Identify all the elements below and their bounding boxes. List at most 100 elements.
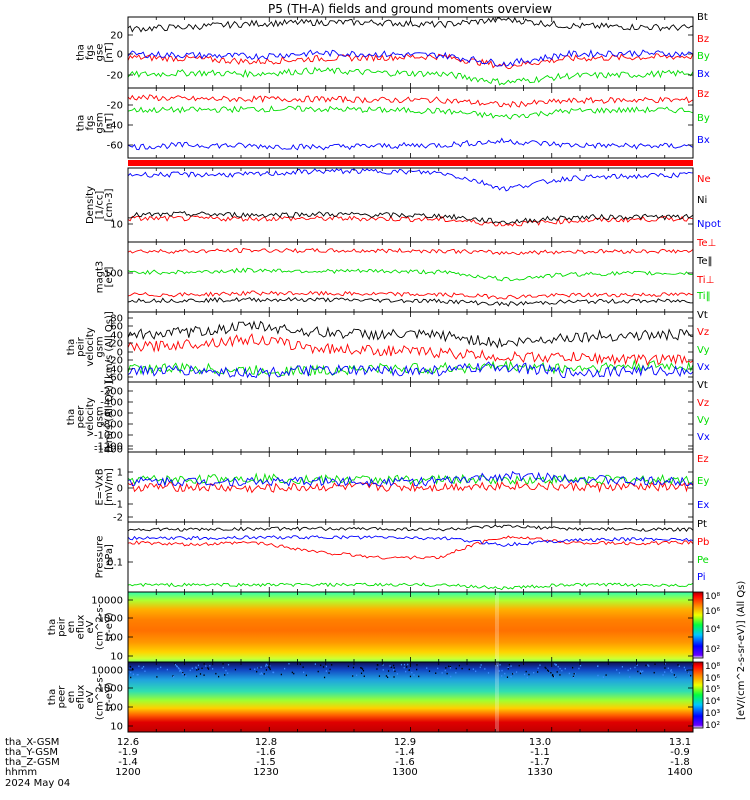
- cbar-elec-label-4: 10³: [705, 709, 720, 719]
- ytick-peir_velocity-6: -40: [107, 365, 123, 376]
- xtick-t-0: 1200: [115, 767, 140, 778]
- ytick-fgs_gsm-0: -20: [107, 101, 123, 112]
- spectrogram-noise: [385, 675, 387, 677]
- cbar-elec-label-0: 10⁸: [705, 662, 720, 672]
- spectrogram-noise: [362, 668, 364, 670]
- ylabel-peer_eflux-5: (cm^2-s-: [95, 673, 106, 720]
- ytick-peir_eflux-0: 10000: [91, 596, 123, 607]
- spectrogram-noise: [413, 674, 415, 676]
- ytick-peer_eflux-2: 100: [104, 703, 123, 714]
- spectrogram-noise: [201, 667, 203, 670]
- spectrogram-noise: [382, 669, 384, 671]
- legend-temperature-3: Ti‖: [696, 291, 711, 302]
- ytick-efield-3: -2: [113, 513, 123, 524]
- spectrogram-noise: [510, 676, 512, 678]
- ylabel-peir_eflux-4: eV: [85, 620, 96, 633]
- ylabel-peer_velocity-4: [km/s (All Qs)]: [104, 381, 115, 453]
- spectrogram-noise: [261, 673, 263, 675]
- legend-pressure-3: Pi: [697, 572, 706, 583]
- spectrogram-noise: [407, 663, 409, 666]
- spectrogram-noise: [176, 665, 178, 667]
- legend-efield-2: Ex: [697, 500, 709, 511]
- spectrogram-noise: [597, 674, 599, 677]
- spectrogram-noise: [578, 667, 580, 670]
- legend-efield-1: Ey: [697, 476, 709, 487]
- spectrogram-noise: [572, 676, 575, 679]
- spectrogram-noise: [418, 675, 420, 678]
- spectrogram-noise: [597, 665, 599, 667]
- xtick-y-3: -1.1: [530, 747, 550, 758]
- spectrogram-noise: [499, 664, 501, 666]
- spectrogram-noise: [185, 675, 187, 677]
- spectrogram-noise: [664, 663, 666, 665]
- spectrogram-noise: [138, 665, 140, 668]
- spectrogram-noise: [396, 673, 398, 675]
- legend-peir_velocity-0: Vt: [697, 310, 708, 321]
- panel-frame-peir_velocity: [127, 311, 694, 383]
- series-density-Ni: [127, 210, 694, 225]
- spectrogram-noise: [518, 664, 520, 667]
- spectrogram-noise: [555, 664, 557, 666]
- spectrogram-noise: [528, 673, 530, 676]
- spectrogram-noise: [390, 666, 392, 669]
- spectrogram-noise: [176, 665, 178, 668]
- legend-layer: Bt Bz By Bx Bz By Bx Ne Ni Npot Te⊥ Te‖ Ti⊥ Ti‖ Vt Vz Vy…: [696, 12, 721, 583]
- ylabel-fgs_gse-3: [nT]: [104, 42, 115, 62]
- legend-fgs_gsm-1: By: [697, 113, 710, 124]
- spectrogram-noise: [195, 675, 198, 678]
- spectrogram-noise: [227, 663, 230, 666]
- ylabel-peer_velocity-2: velocity: [85, 397, 96, 436]
- spectrogram-noise: [361, 667, 363, 669]
- ytick-peir_velocity-1: 60: [110, 322, 123, 333]
- spectrogram-noise: [445, 667, 447, 669]
- legend-fgs_gse-2: By: [697, 51, 710, 62]
- ytick-fgs_gsm-2: -60: [107, 141, 123, 152]
- spectrogram-noise: [207, 668, 210, 670]
- spectrogram-noise: [550, 671, 552, 674]
- spectrogram-noise: [203, 663, 205, 665]
- spectrogram-noise: [461, 667, 463, 670]
- spectrogram-noise: [256, 670, 258, 673]
- spectrogram-noise: [393, 669, 395, 671]
- spectrogram-noise: [444, 669, 446, 672]
- xtick-t-3: 1330: [527, 767, 552, 778]
- spectrogram-noise: [174, 663, 176, 665]
- spectrogram-noise: [400, 663, 403, 666]
- spectrogram-noise: [554, 663, 556, 665]
- ytick-efield-2: -1: [113, 500, 123, 511]
- ytick-peir_velocity-0: 80: [110, 314, 123, 325]
- ytick-peir_velocity-3: 20: [110, 339, 123, 350]
- spectrogram-noise: [215, 672, 217, 675]
- electron-eflux-spectrogram: [128, 662, 693, 732]
- ytick-peer_velocity-0: -200: [100, 387, 123, 398]
- spectrogram-noise: [684, 669, 687, 671]
- ylabel-efield-1: [mV/m]: [104, 468, 115, 506]
- ytick-peir_eflux-1: 1000: [98, 614, 123, 625]
- x-row-label-y: tha_Y-GSM: [5, 747, 58, 758]
- spectrogram-noise: [347, 665, 349, 668]
- spectrogram-noise: [320, 664, 322, 666]
- spectrogram-noise: [544, 666, 546, 669]
- legend-peir_velocity-2: Vy: [697, 345, 710, 356]
- spectrogram-noise: [178, 667, 180, 670]
- spectrogram-noise: [449, 666, 451, 668]
- spectrogram-noise: [284, 667, 286, 670]
- ytick-peir_velocity-7: -60: [107, 373, 123, 384]
- series-efield-Ey: [127, 472, 694, 486]
- spectrogram-noise: [387, 676, 389, 679]
- ylabel-temperature-0: magt3: [95, 261, 106, 294]
- legend-density-1: Ni: [697, 195, 707, 206]
- spectrogram-noise: [671, 671, 673, 674]
- ytick-peer_velocity-4: -1000: [94, 431, 123, 442]
- spectrogram-noise: [272, 671, 274, 674]
- spectrogram-noise: [690, 674, 692, 677]
- spectrogram-noise: [323, 676, 326, 679]
- spectrogram-noise: [629, 676, 631, 678]
- xtick-x-2: 12.9: [394, 737, 416, 748]
- spectrogram-noise: [629, 667, 632, 670]
- spectrogram-noise: [618, 672, 621, 674]
- spectrogram-noise: [205, 665, 207, 667]
- spectrogram-noise: [426, 667, 428, 669]
- series-efield-Ez: [127, 479, 694, 494]
- spectrogram-noise: [258, 667, 260, 669]
